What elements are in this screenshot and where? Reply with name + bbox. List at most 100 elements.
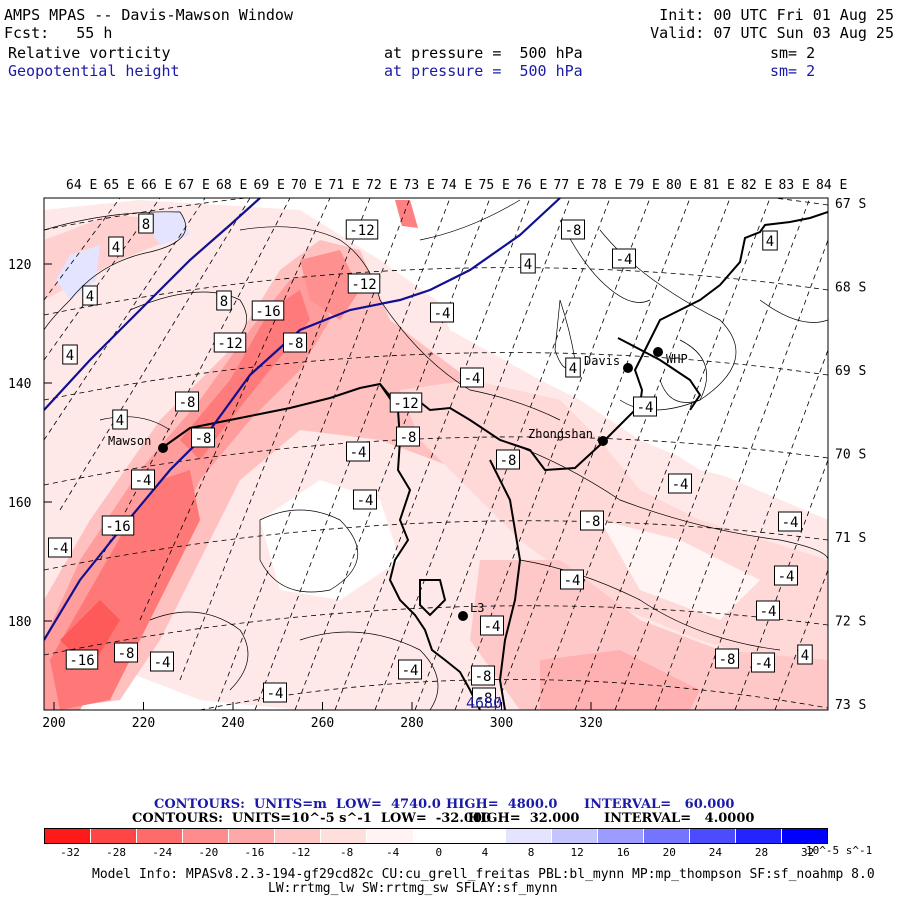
- lon-label: 77 E: [554, 178, 585, 193]
- svg-text:-8: -8: [584, 514, 601, 530]
- legend-label: 4: [481, 846, 489, 859]
- lon-label: 80 E: [666, 178, 697, 193]
- contour-label-box: -8: [580, 510, 604, 531]
- svg-text:-8: -8: [500, 453, 517, 469]
- svg-text:4: 4: [116, 413, 124, 429]
- y-tick-label: 180: [8, 615, 31, 630]
- legend-label: -32: [60, 846, 80, 859]
- forecast-hour: Fcst: 55 h: [4, 24, 113, 42]
- field1-level: at pressure = 500 hPa: [384, 44, 583, 62]
- vorticity-contours: [44, 199, 828, 710]
- lon-label: 71 E: [329, 178, 360, 193]
- legend-label: -20: [198, 846, 219, 859]
- svg-text:-4: -4: [267, 686, 284, 702]
- svg-text:-8: -8: [195, 431, 212, 447]
- contour-label-box: -8: [496, 449, 520, 470]
- contour-label-box: -4: [48, 537, 72, 558]
- svg-text:-4: -4: [52, 541, 69, 557]
- legend-swatch: [367, 829, 414, 843]
- legend-swatch: [643, 829, 690, 843]
- contour-label-box: -4: [398, 659, 422, 680]
- contour-label-box: -8: [471, 665, 495, 686]
- svg-text:-4: -4: [350, 445, 367, 461]
- lon-label: 73 E: [404, 178, 435, 193]
- lon-label: 82 E: [741, 178, 772, 193]
- contour-label-box: -4: [131, 469, 155, 490]
- svg-text:4: 4: [86, 289, 94, 305]
- svg-text:-12: -12: [349, 223, 374, 239]
- x-tick-label: 220: [132, 716, 155, 731]
- height-contour-high: HIGH= 4800.0: [446, 797, 558, 812]
- contour-label-box: -4: [353, 489, 377, 510]
- legend-label: 12: [570, 846, 584, 859]
- y-tick-label: 160: [8, 496, 31, 511]
- x-tick-label: 240: [221, 716, 244, 731]
- contour-label-box: -8: [191, 427, 215, 448]
- svg-text:-12: -12: [351, 277, 376, 293]
- svg-text:-8: -8: [118, 646, 135, 662]
- svg-text:-8: -8: [719, 652, 736, 668]
- lon-label: 74 E: [441, 178, 472, 193]
- station-l3-label: L3: [470, 601, 484, 615]
- svg-text:-16: -16: [105, 519, 130, 535]
- lat-label: 69 S: [835, 364, 866, 379]
- legend-swatch: [782, 829, 828, 843]
- contour-label-box: 8: [138, 213, 154, 234]
- legend-label: 28: [754, 846, 769, 859]
- legend-label: -12: [290, 846, 311, 859]
- legend-label: 16: [616, 846, 630, 859]
- legend-label: -8: [339, 846, 354, 859]
- svg-text:8: 8: [142, 217, 150, 233]
- x-tick-label: 280: [400, 716, 423, 731]
- legend-swatch: [597, 829, 644, 843]
- lon-label: 66 E: [141, 178, 172, 193]
- legend-label: 8: [527, 846, 535, 859]
- lon-label: 72 E: [366, 178, 397, 193]
- contour-label-box: -8: [175, 391, 199, 412]
- legend-label: -24: [152, 846, 173, 859]
- init-time: Init: 00 UTC Fri 01 Aug 25: [659, 6, 894, 24]
- contour-label-box: -4: [460, 367, 484, 388]
- station-mawson-label: Mawson: [108, 434, 151, 448]
- lat-label: 67 S: [835, 197, 866, 212]
- contour-label-box: -4: [346, 441, 370, 462]
- contour-label-box: -8: [114, 642, 138, 663]
- contour-label-box: 4: [108, 236, 124, 257]
- contour-label-box: -4: [150, 651, 174, 672]
- lat-label: 70 S: [835, 448, 866, 463]
- svg-text:-4: -4: [778, 569, 795, 585]
- contour-label-box: -12: [345, 219, 379, 240]
- legend-swatch: [275, 829, 322, 843]
- svg-text:4: 4: [524, 257, 532, 273]
- y-tick-labels: 120 140 160 180: [8, 258, 31, 630]
- legend-label: -4: [386, 846, 400, 859]
- lon-label: 69 E: [254, 178, 285, 193]
- legend-swatch: [505, 829, 552, 843]
- svg-text:4: 4: [801, 648, 809, 664]
- contour-label-box: -12: [347, 273, 381, 294]
- lat-label: 73 S: [835, 698, 866, 713]
- station-zhongshan-dot: [598, 436, 608, 446]
- contour-label-box: -12: [213, 332, 247, 353]
- field2-smoothing: sm= 2: [770, 62, 816, 80]
- title: AMPS MPAS -- Davis-Mawson Window: [4, 6, 293, 24]
- lon-label: 83 E: [779, 178, 810, 193]
- legend-swatch: [413, 829, 460, 843]
- svg-text:-12: -12: [393, 396, 418, 412]
- contour-label-box: -8: [396, 426, 420, 447]
- legend-label: 0: [435, 846, 443, 859]
- svg-text:-4: -4: [135, 473, 152, 489]
- contour-label-box: -4: [751, 652, 775, 673]
- legend-label: 32: [800, 846, 815, 859]
- vorticity-contour-interval: INTERVAL= 4.0000: [604, 811, 755, 826]
- vorticity-contour-info: CONTOURS: UNITS=10^-5 s^-1 LOW= -32.000: [132, 811, 491, 826]
- field2-level: at pressure = 500 hPa: [384, 62, 583, 80]
- contour-label-box: -4: [778, 511, 802, 532]
- svg-text:-8: -8: [400, 430, 417, 446]
- legend-label: -28: [106, 846, 127, 859]
- station-l3-dot: [458, 611, 468, 621]
- x-tick-labels: 200 220 240 260 280 300 320: [42, 716, 602, 731]
- contour-label-box: -4: [560, 569, 584, 590]
- lon-label: 75 E: [479, 178, 510, 193]
- legend-label: 20: [662, 846, 676, 859]
